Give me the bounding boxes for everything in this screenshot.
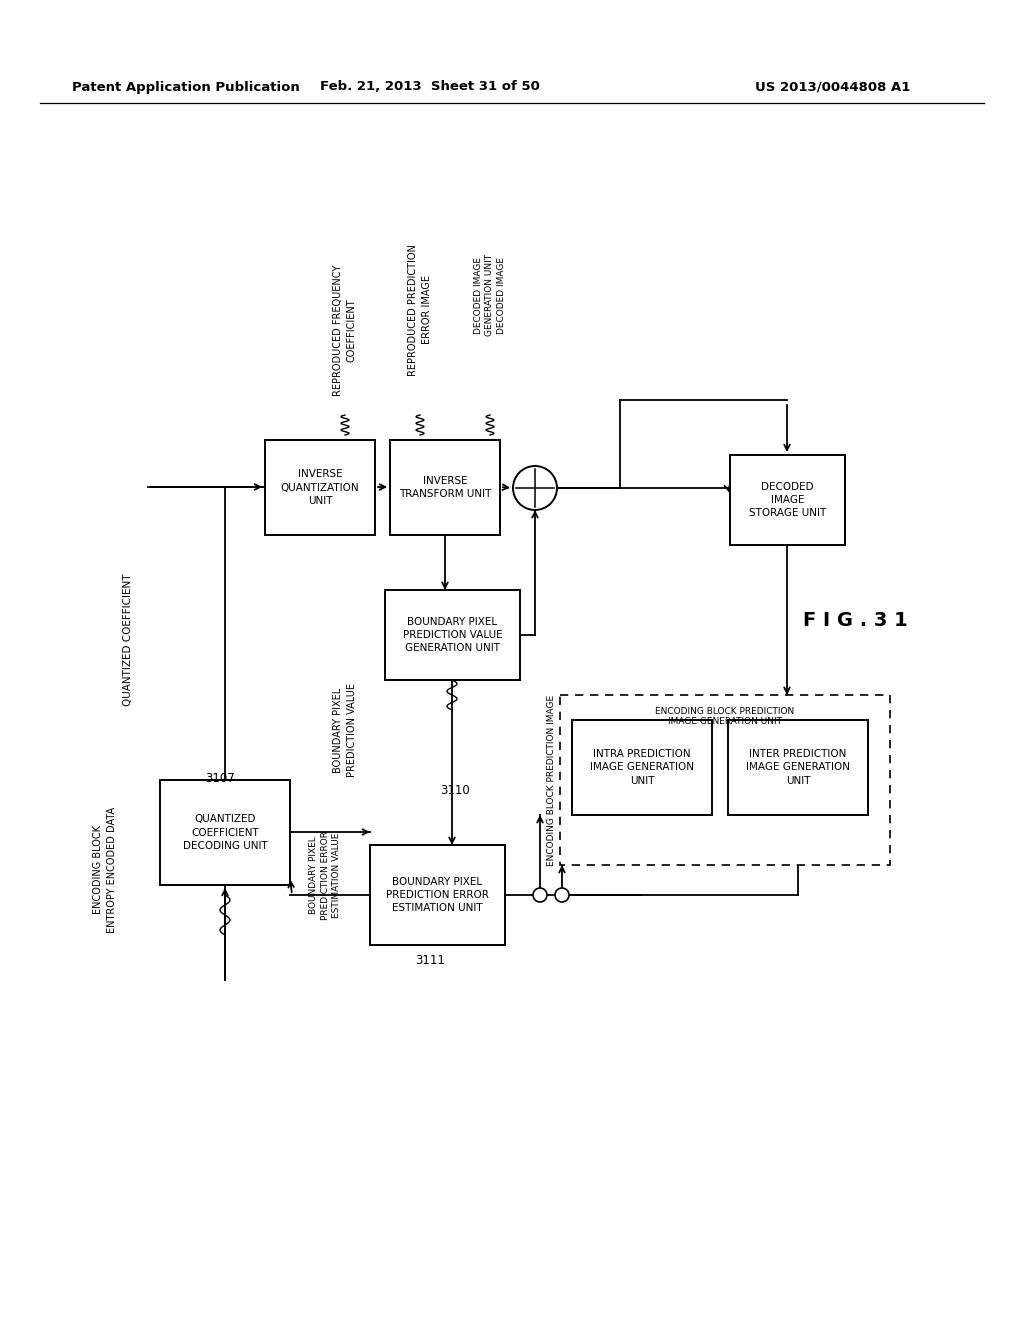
Text: 3111: 3111 (415, 953, 445, 966)
Text: BOUNDARY PIXEL
PREDICTION ERROR
ESTIMATION VALUE: BOUNDARY PIXEL PREDICTION ERROR ESTIMATI… (308, 830, 341, 920)
Circle shape (555, 888, 569, 902)
Text: INVERSE
QUANTIZATION
UNIT: INVERSE QUANTIZATION UNIT (281, 470, 359, 506)
Text: BOUNDARY PIXEL
PREDICTION VALUE
GENERATION UNIT: BOUNDARY PIXEL PREDICTION VALUE GENERATI… (402, 616, 503, 653)
Bar (560, 696, 890, 865)
Bar (160, 780, 290, 884)
Bar (370, 845, 505, 945)
Bar (730, 455, 845, 545)
Text: BOUNDARY PIXEL
PREDICTION ERROR
ESTIMATION UNIT: BOUNDARY PIXEL PREDICTION ERROR ESTIMATI… (386, 876, 488, 913)
Circle shape (534, 888, 547, 902)
Text: 3107: 3107 (205, 771, 234, 784)
Bar (385, 590, 520, 680)
Text: DECODED
IMAGE
STORAGE UNIT: DECODED IMAGE STORAGE UNIT (749, 482, 826, 519)
Text: F I G . 3 1: F I G . 3 1 (803, 610, 907, 630)
Circle shape (513, 466, 557, 510)
Text: ENCODING BLOCK PREDICTION IMAGE: ENCODING BLOCK PREDICTION IMAGE (548, 694, 556, 866)
Text: ENCODING BLOCK
ENTROPY ENCODED DATA: ENCODING BLOCK ENTROPY ENCODED DATA (93, 807, 117, 933)
Text: DECODED IMAGE
GENERATION UNIT
DECODED IMAGE: DECODED IMAGE GENERATION UNIT DECODED IM… (474, 253, 506, 337)
Text: INVERSE
TRANSFORM UNIT: INVERSE TRANSFORM UNIT (398, 477, 492, 499)
Text: REPRODUCED PREDICTION
ERROR IMAGE: REPRODUCED PREDICTION ERROR IMAGE (409, 244, 431, 376)
Bar (728, 719, 868, 814)
Text: QUANTIZED COEFFICIENT: QUANTIZED COEFFICIENT (123, 574, 133, 706)
Bar (265, 440, 375, 535)
Text: QUANTIZED
COEFFICIENT
DECODING UNIT: QUANTIZED COEFFICIENT DECODING UNIT (182, 814, 267, 850)
Text: INTRA PREDICTION
IMAGE GENERATION
UNIT: INTRA PREDICTION IMAGE GENERATION UNIT (590, 750, 694, 785)
Text: BOUNDARY PIXEL
PREDICTION VALUE: BOUNDARY PIXEL PREDICTION VALUE (334, 682, 356, 777)
Text: INTER PREDICTION
IMAGE GENERATION
UNIT: INTER PREDICTION IMAGE GENERATION UNIT (746, 750, 850, 785)
Text: 3110: 3110 (440, 784, 470, 796)
Text: REPRODUCED FREQUENCY
COEFFICIENT: REPRODUCED FREQUENCY COEFFICIENT (334, 264, 356, 396)
Text: Feb. 21, 2013  Sheet 31 of 50: Feb. 21, 2013 Sheet 31 of 50 (321, 81, 540, 94)
Bar (390, 440, 500, 535)
Text: ENCODING BLOCK PREDICTION
IMAGE GENERATION UNIT: ENCODING BLOCK PREDICTION IMAGE GENERATI… (655, 708, 795, 726)
Text: US 2013/0044808 A1: US 2013/0044808 A1 (755, 81, 910, 94)
Text: Patent Application Publication: Patent Application Publication (72, 81, 300, 94)
Bar (572, 719, 712, 814)
